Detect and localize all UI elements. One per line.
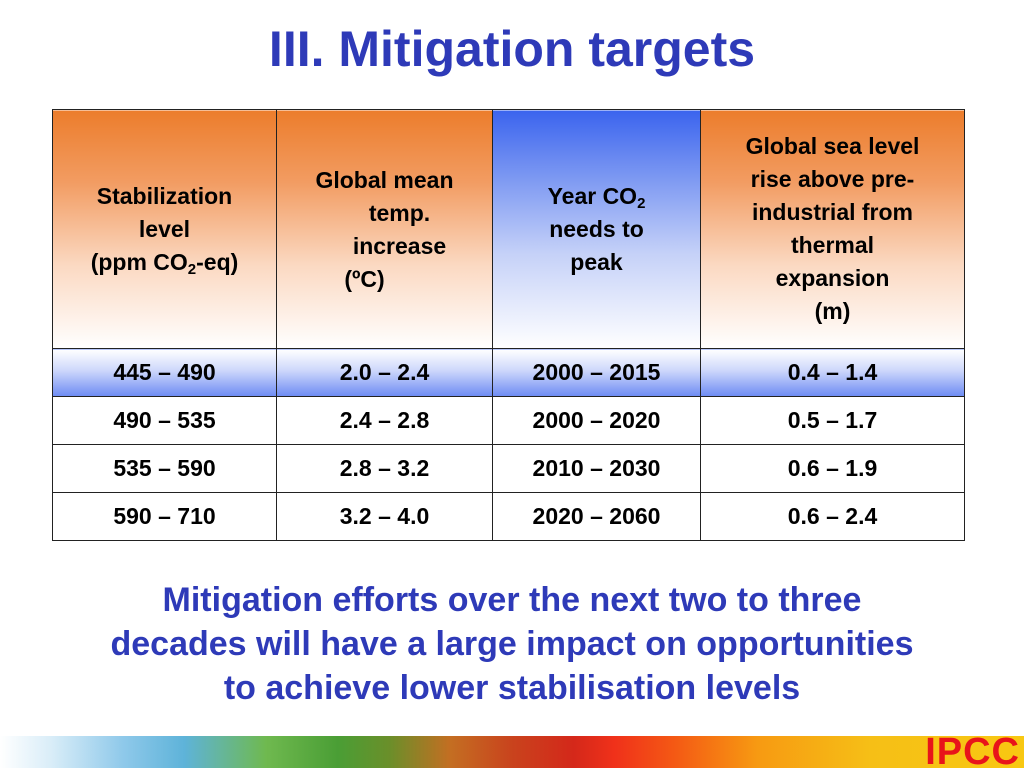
table-cell: 535 – 590	[52, 444, 277, 493]
summary-line: decades will have a large impact on oppo…	[110, 625, 914, 663]
table-cell: 3.2 – 4.0	[276, 492, 493, 541]
summary-line: Mitigation efforts over the next two to …	[162, 581, 862, 619]
table-cell: 2010 – 2030	[492, 444, 701, 493]
summary-statement: Mitigation efforts over the next two to …	[20, 578, 1004, 710]
table-cell: 2000 – 2015	[492, 348, 701, 397]
table-row: 490 – 535 2.4 – 2.8 2000 – 2020 0.5 – 1.…	[52, 396, 965, 445]
table-cell: 590 – 710	[52, 492, 277, 541]
table-cell: 2.0 – 2.4	[276, 348, 493, 397]
slide-title: III. Mitigation targets	[268, 21, 756, 77]
table-header-row: Stabilization level (ppm CO2-eq) Global …	[52, 109, 965, 349]
header-global-sea-level-rise: Global sea level rise above pre- industr…	[700, 109, 965, 349]
table-cell: 2020 – 2060	[492, 492, 701, 541]
header-year-co2-peak: Year CO2 needs to peak	[492, 109, 701, 349]
table-cell: 0.6 – 2.4	[700, 492, 965, 541]
table-row: 590 – 710 3.2 – 4.0 2020 – 2060 0.6 – 2.…	[52, 492, 965, 541]
table-cell: 0.5 – 1.7	[700, 396, 965, 445]
table-row: 445 – 490 2.0 – 2.4 2000 – 2015 0.4 – 1.…	[52, 348, 965, 397]
mitigation-targets-table: Stabilization level (ppm CO2-eq) Global …	[52, 109, 965, 541]
header-global-mean-temp: Global mean temp. increase (ºC)	[276, 109, 493, 349]
table-cell: 0.4 – 1.4	[700, 348, 965, 397]
table-cell: 2000 – 2020	[492, 396, 701, 445]
table-cell: 0.6 – 1.9	[700, 444, 965, 493]
header-stabilization-level: Stabilization level (ppm CO2-eq)	[52, 109, 277, 349]
table-cell: 2.8 – 3.2	[276, 444, 493, 493]
footer-gradient-bar	[0, 736, 1024, 768]
summary-line: to achieve lower stabilisation levels	[223, 669, 801, 707]
table-cell: 2.4 – 2.8	[276, 396, 493, 445]
table-cell: 445 – 490	[52, 348, 277, 397]
table-cell: 490 – 535	[52, 396, 277, 445]
table-row: 535 – 590 2.8 – 3.2 2010 – 2030 0.6 – 1.…	[52, 444, 965, 493]
ipcc-logo: IPCC	[925, 731, 1020, 773]
